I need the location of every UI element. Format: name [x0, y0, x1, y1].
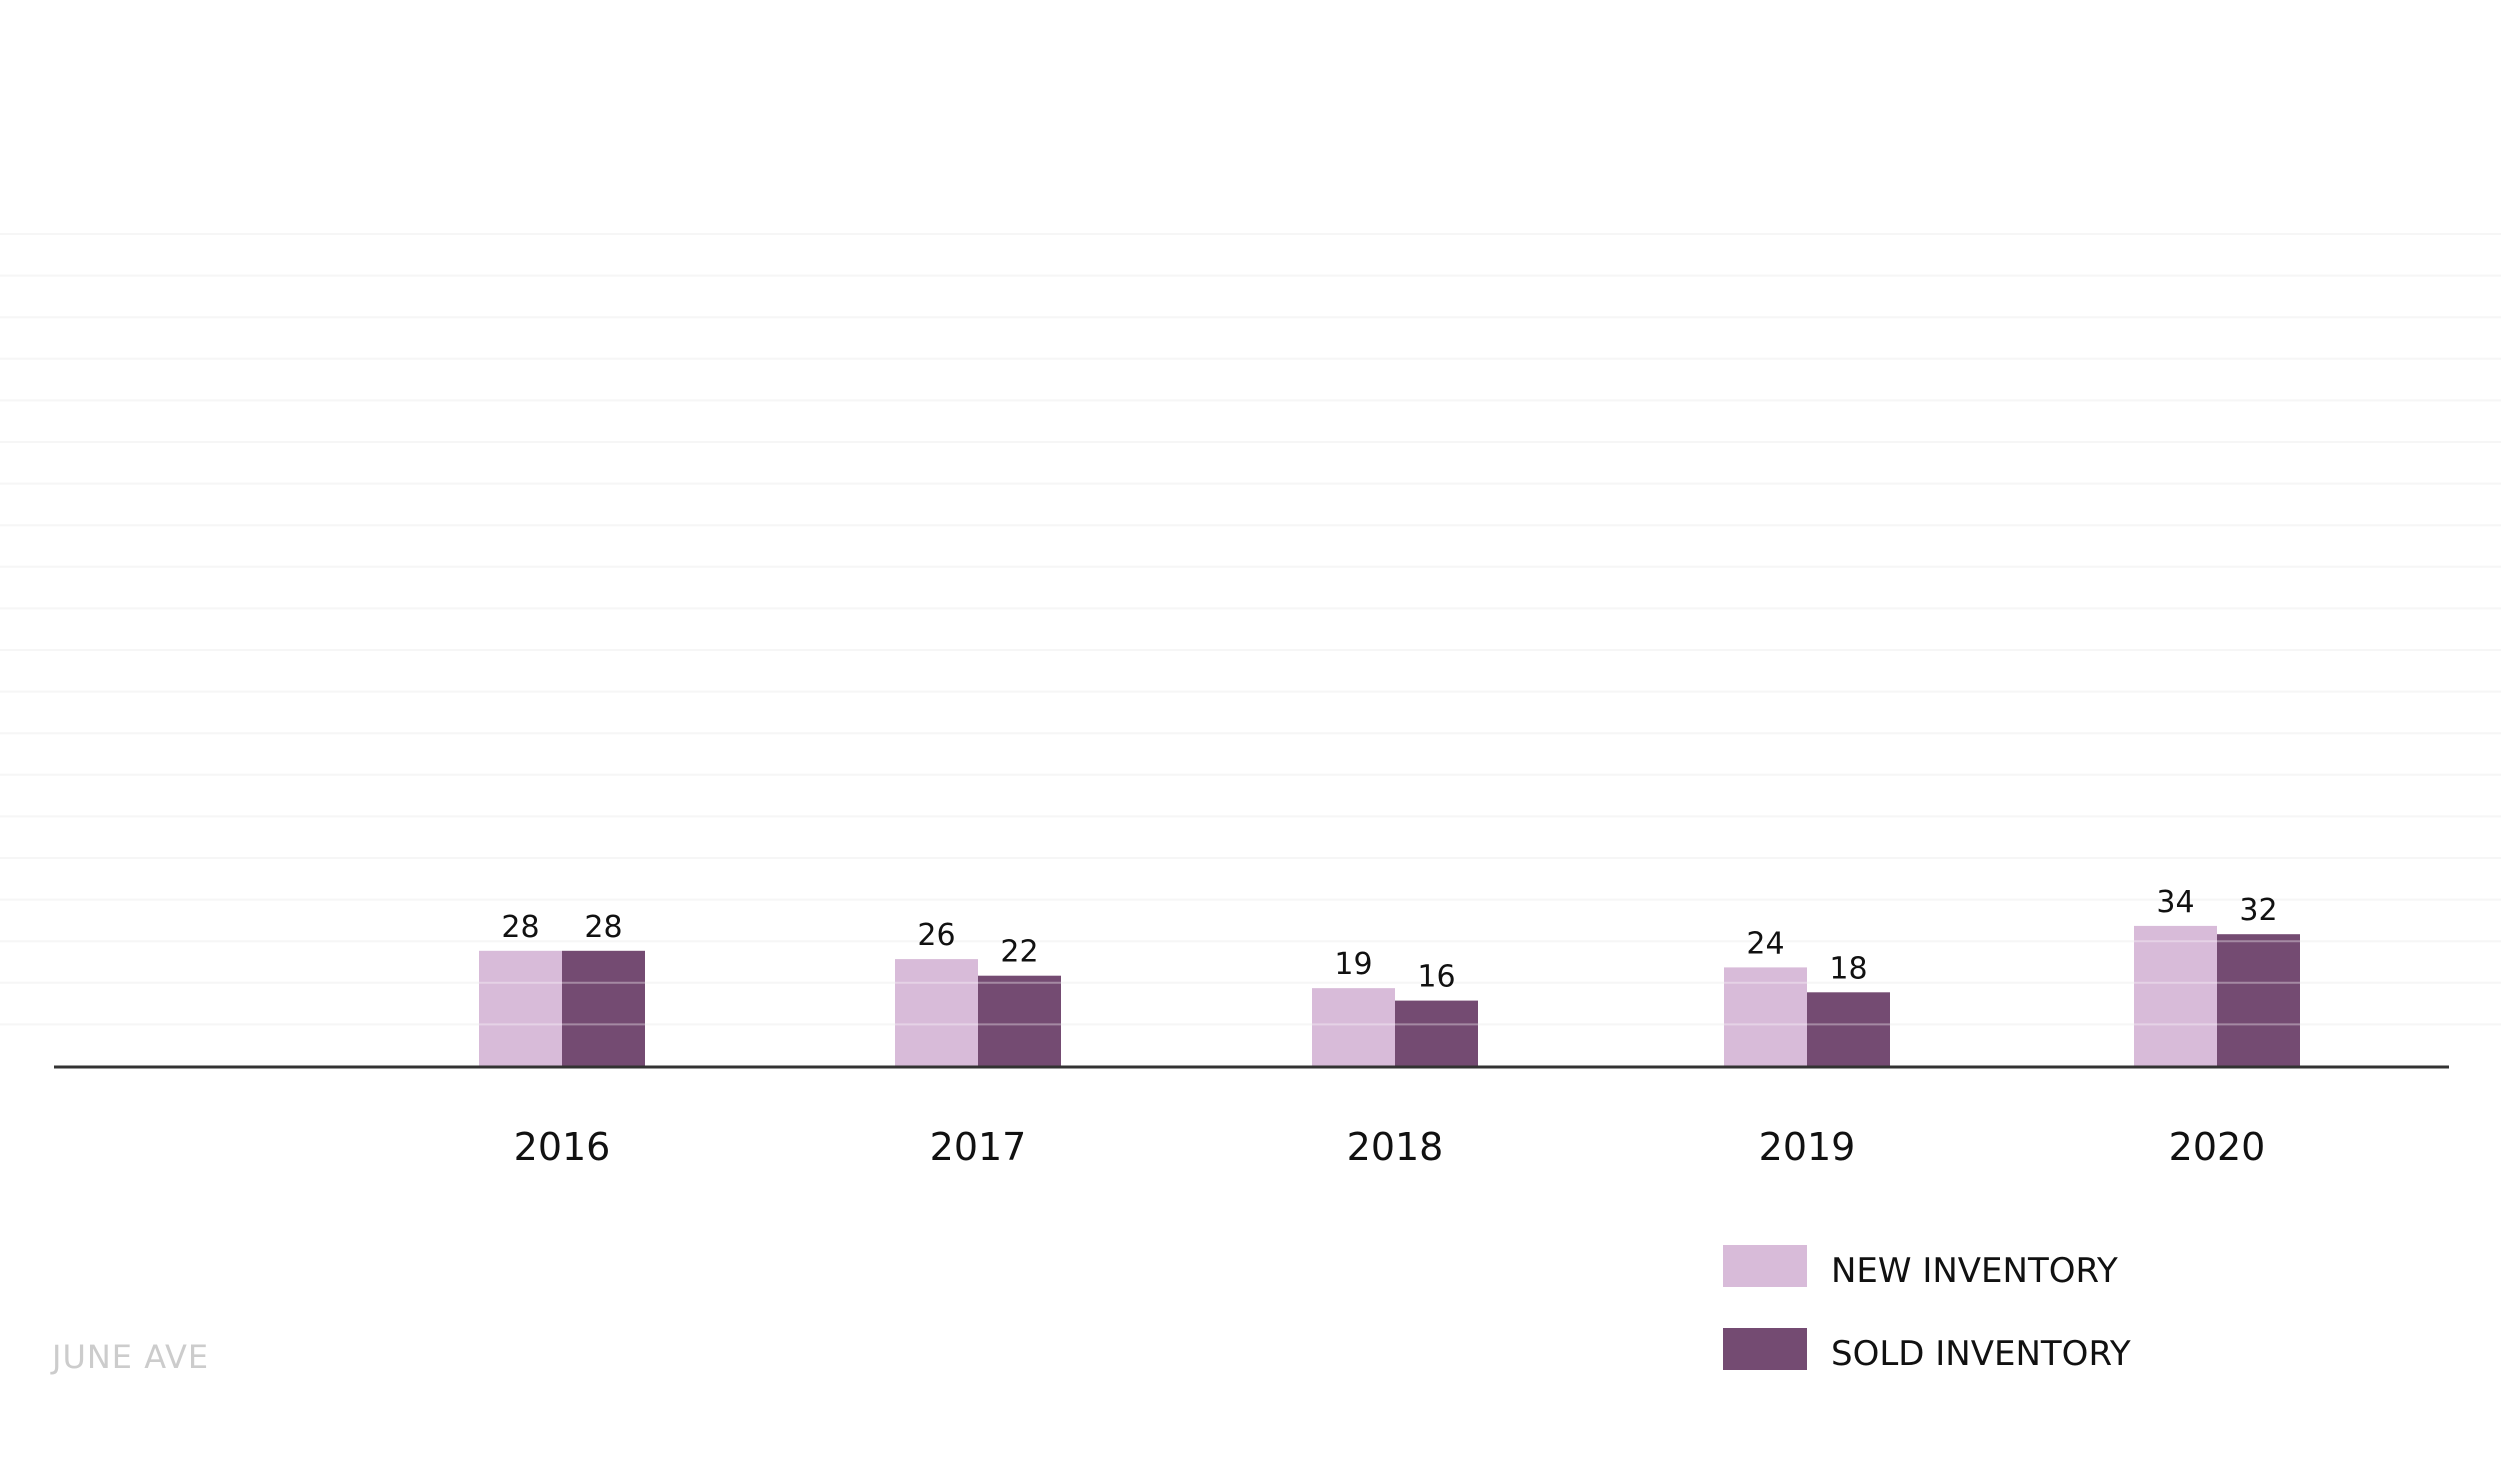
- bar-sold-2016: [562, 950, 645, 1067]
- brand-logo-text: JUNE AVE: [52, 1338, 210, 1376]
- bar-new-2019: [1724, 967, 1807, 1067]
- bar-new-2018: [1312, 988, 1395, 1067]
- bar-new-2020: [2134, 925, 2217, 1067]
- data-label-new-2020: 34: [2156, 885, 2194, 920]
- data-labels: 28 28 26 22 19 16 24 18 34 32: [501, 885, 2277, 995]
- bar-sold-2020: [2217, 934, 2300, 1067]
- legend: NEW INVENTORY SOLD INVENTORY: [1723, 1245, 2131, 1374]
- data-label-sold-2020: 32: [2239, 893, 2277, 928]
- data-label-new-2019: 24: [1746, 926, 1784, 961]
- bar-new-2017: [895, 959, 978, 1067]
- legend-label-sold: SOLD INVENTORY: [1831, 1334, 2131, 1374]
- data-label-new-2018: 19: [1334, 947, 1372, 982]
- data-label-sold-2019: 18: [1829, 951, 1867, 986]
- x-tick-label-2019: 2019: [1759, 1125, 1856, 1169]
- x-tick-label-2017: 2017: [930, 1125, 1027, 1169]
- data-label-sold-2017: 22: [1000, 935, 1038, 970]
- x-axis-ticks: 2016 2017 2018 2019 2020: [514, 1125, 2266, 1169]
- bar-sold-2019: [1807, 992, 1890, 1067]
- legend-swatch-sold: [1723, 1328, 1807, 1370]
- data-label-sold-2018: 16: [1417, 960, 1455, 995]
- data-label-new-2017: 26: [917, 918, 955, 953]
- legend-label-new: NEW INVENTORY: [1831, 1251, 2118, 1291]
- bar-sold-2017: [978, 975, 1061, 1067]
- x-tick-label-2018: 2018: [1347, 1125, 1444, 1169]
- data-label-new-2016: 28: [501, 910, 539, 945]
- bars: [0, 233, 2501, 1067]
- legend-swatch-new: [1723, 1245, 1807, 1287]
- data-label-sold-2016: 28: [584, 910, 622, 945]
- bar-new-2016: [479, 950, 562, 1067]
- x-tick-label-2016: 2016: [514, 1125, 611, 1169]
- gridlines: [0, 233, 2501, 1026]
- bar-sold-2018: [1395, 1000, 1478, 1067]
- x-tick-label-2020: 2020: [2169, 1125, 2266, 1169]
